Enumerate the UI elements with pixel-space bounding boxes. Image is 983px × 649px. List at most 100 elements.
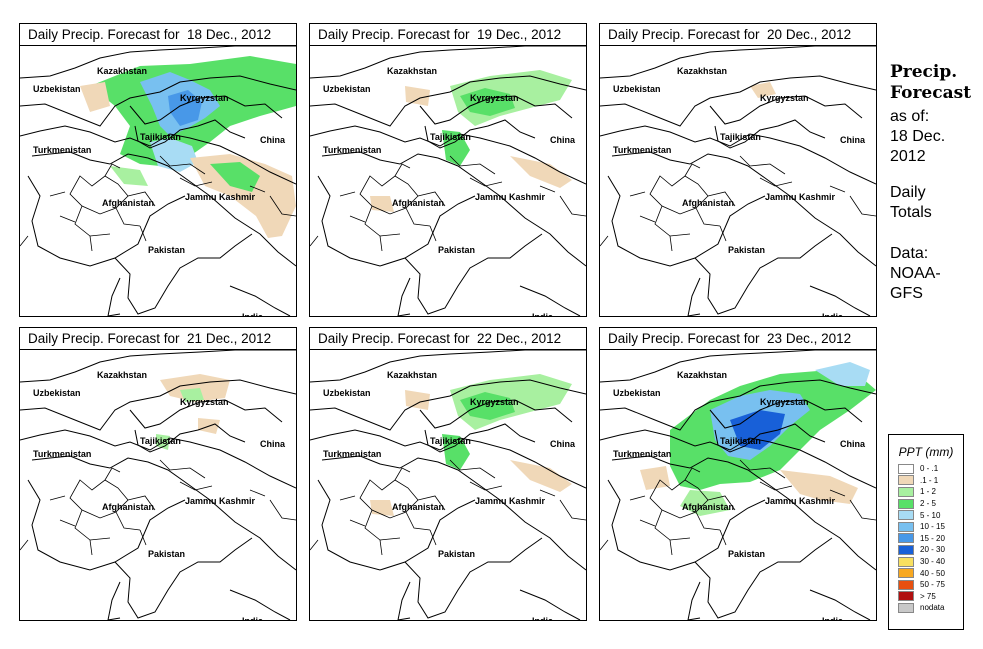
country-label-jammu-kashmir: Jammu Kashmir: [765, 496, 836, 506]
country-label-india: India: [822, 616, 843, 620]
legend-label: > 75: [920, 591, 936, 601]
country-label-pakistan: Pakistan: [728, 245, 766, 255]
country-label-china: China: [550, 439, 576, 449]
country-label-kazakhstan: Kazakhstan: [387, 370, 438, 380]
legend-label: .1 - 1: [920, 475, 939, 485]
legend-swatch: [898, 602, 914, 613]
forecast-map-panel: Daily Precip. Forecast for 19 Dec., 2012…: [309, 23, 587, 317]
totals-line1: Daily: [890, 184, 926, 201]
country-label-jammu-kashmir: Jammu Kashmir: [475, 496, 546, 506]
country-label-turkmenistan: Turkmenistan: [613, 145, 672, 155]
legend-swatch: [898, 463, 914, 474]
legend-swatch: [898, 568, 914, 579]
source-line1: Data:: [890, 245, 929, 262]
panel-title: Daily Precip. Forecast for 18 Dec., 2012: [20, 24, 296, 46]
map-graphic: [20, 46, 296, 316]
country-label-jammu-kashmir: Jammu Kashmir: [765, 192, 836, 202]
legend-item: 10 - 15: [889, 521, 963, 533]
legend-label: 2 - 5: [920, 499, 937, 509]
legend-swatch: [898, 510, 914, 521]
forecast-map-panel: Daily Precip. Forecast for 18 Dec., 2012…: [19, 23, 297, 317]
as-of-date-line2: 2012: [890, 148, 926, 165]
country-label-china: China: [840, 439, 866, 449]
country-label-china: China: [840, 135, 866, 145]
panel-title: Daily Precip. Forecast for 23 Dec., 2012: [600, 328, 876, 350]
legend-swatch: [898, 556, 914, 567]
legend-label: 30 - 40: [920, 557, 945, 567]
country-label-turkmenistan: Turkmenistan: [323, 145, 382, 155]
country-label-afghanistan: Afghanistan: [392, 502, 445, 512]
legend-swatch: [898, 521, 914, 532]
country-label-india: India: [532, 312, 553, 316]
country-label-china: China: [550, 135, 576, 145]
legend-item: 0 - .1: [889, 463, 963, 475]
country-label-uzbekistan: Uzbekistan: [323, 84, 371, 94]
country-label-afghanistan: Afghanistan: [682, 502, 735, 512]
country-label-tajikistan: Tajikistan: [720, 436, 761, 446]
legend-swatch: [898, 475, 914, 486]
map-graphic: [600, 46, 876, 316]
panel-title: Daily Precip. Forecast for 21 Dec., 2012: [20, 328, 296, 350]
source-line2: NOAA-: [890, 265, 941, 282]
country-label-kyrgyzstan: Kyrgyzstan: [180, 93, 229, 103]
country-label-kazakhstan: Kazakhstan: [97, 370, 148, 380]
legend-swatch: [898, 544, 914, 555]
country-label-tajikistan: Tajikistan: [140, 436, 181, 446]
legend-item: nodata: [889, 602, 963, 614]
legend-swatch: [898, 579, 914, 590]
country-label-afghanistan: Afghanistan: [102, 502, 155, 512]
country-label-turkmenistan: Turkmenistan: [613, 449, 672, 459]
legend-item: 5 - 10: [889, 509, 963, 521]
country-label-jammu-kashmir: Jammu Kashmir: [475, 192, 546, 202]
legend-swatch: [898, 486, 914, 497]
country-label-uzbekistan: Uzbekistan: [33, 388, 81, 398]
legend-swatch: [898, 591, 914, 602]
legend-item: 15 - 20: [889, 533, 963, 545]
legend-label: 1 - 2: [920, 487, 937, 497]
country-label-tajikistan: Tajikistan: [140, 132, 181, 142]
precip-map: Kazakhstan Uzbekistan Kyrgyzstan Tajikistan…: [310, 46, 586, 316]
legend-item: 50 - 75: [889, 579, 963, 591]
country-label-kyrgyzstan: Kyrgyzstan: [180, 397, 229, 407]
legend-label: 15 - 20: [920, 533, 945, 543]
country-label-afghanistan: Afghanistan: [392, 198, 445, 208]
country-label-kyrgyzstan: Kyrgyzstan: [470, 93, 519, 103]
forecast-map-panel: Daily Precip. Forecast for 23 Dec., 2012…: [599, 327, 877, 621]
precip-map: Kazakhstan Uzbekistan Kyrgyzstan Tajikistan…: [310, 350, 586, 620]
country-label-kyrgyzstan: Kyrgyzstan: [470, 397, 519, 407]
precip-map: Kazakhstan Uzbekistan Kyrgyzstan Tajikistan…: [600, 46, 876, 316]
map-graphic: [310, 350, 586, 620]
legend-label: nodata: [920, 603, 945, 613]
legend-title: PPT (mm): [898, 445, 954, 459]
legend-item: 20 - 30: [889, 544, 963, 556]
country-label-pakistan: Pakistan: [728, 549, 766, 559]
country-label-india: India: [532, 616, 553, 620]
country-label-uzbekistan: Uzbekistan: [323, 388, 371, 398]
map-graphic: [310, 46, 586, 316]
country-label-uzbekistan: Uzbekistan: [33, 84, 81, 94]
country-label-pakistan: Pakistan: [438, 245, 476, 255]
country-label-india: India: [242, 616, 263, 620]
country-label-india: India: [242, 312, 263, 316]
country-label-kyrgyzstan: Kyrgyzstan: [760, 93, 809, 103]
legend-label: 20 - 30: [920, 545, 945, 555]
country-label-jammu-kashmir: Jammu Kashmir: [185, 192, 256, 202]
source-line3: GFS: [890, 285, 923, 302]
country-label-kazakhstan: Kazakhstan: [677, 66, 728, 76]
country-label-afghanistan: Afghanistan: [682, 198, 735, 208]
country-label-tajikistan: Tajikistan: [430, 132, 471, 142]
side-title-line1: Precip.: [890, 62, 958, 82]
legend-swatch: [898, 498, 914, 509]
country-label-pakistan: Pakistan: [438, 549, 476, 559]
legend-label: 5 - 10: [920, 510, 941, 520]
country-label-jammu-kashmir: Jammu Kashmir: [185, 496, 256, 506]
map-graphic: [600, 350, 876, 620]
legend-label: 40 - 50: [920, 568, 945, 578]
country-label-turkmenistan: Turkmenistan: [323, 449, 382, 459]
country-label-china: China: [260, 135, 286, 145]
as-of-date-line1: 18 Dec.: [890, 128, 946, 145]
side-title-line2: Forecast: [890, 83, 972, 103]
country-label-kyrgyzstan: Kyrgyzstan: [760, 397, 809, 407]
forecast-map-panel: Daily Precip. Forecast for 21 Dec., 2012…: [19, 327, 297, 621]
